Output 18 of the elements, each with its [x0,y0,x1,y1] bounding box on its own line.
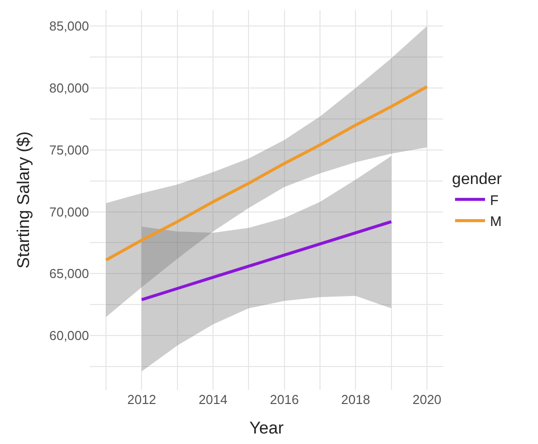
y-tick-label: 75,000 [49,142,89,158]
legend-label: M [490,213,502,230]
y-tick-label: 60,000 [49,328,89,344]
y-axis-title: Starting Salary ($) [14,132,33,268]
x-tick-label: 2016 [270,392,299,407]
x-tick-label: 2014 [198,392,228,407]
x-tick-label: 2020 [412,392,442,407]
x-tick-label: 2018 [341,392,370,407]
legend-label: F [490,192,499,208]
line-series [104,85,428,262]
line-series [140,220,393,302]
y-tick-label: 70,000 [49,204,89,220]
x-tick-label: 2012 [127,392,156,407]
x-axis-title: Year [249,418,284,438]
y-tick-label: 85,000 [49,18,89,34]
y-tick-label: 65,000 [49,266,89,282]
y-tick-label: 80,000 [49,80,89,96]
legend-title: gender [452,170,503,188]
